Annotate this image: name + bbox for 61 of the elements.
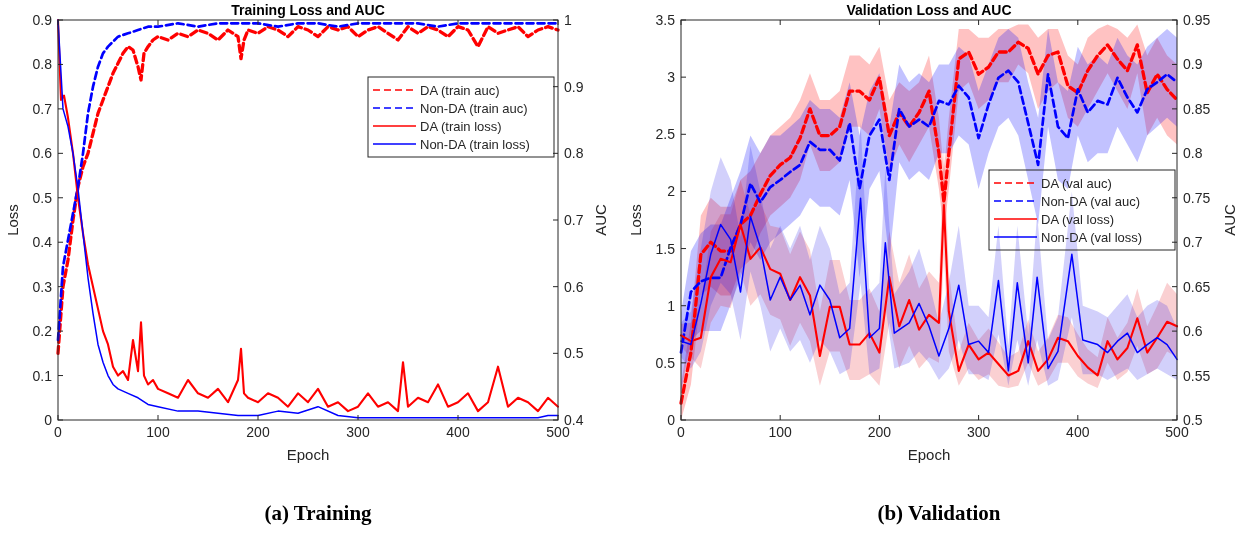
x-tick-label: 300 [346,424,370,440]
legend-label: Non-DA (val auc) [1041,194,1140,209]
y-tick-label: 0.5 [32,189,53,206]
y2-tick-label: 0.8 [564,145,584,162]
y-tick-label: 2 [667,183,676,200]
chart-title: Validation Loss and AUC [846,2,1012,18]
x-axis-title: Epoch [907,446,951,463]
y2-tick-label: 0.8 [1183,145,1203,162]
y2-tick-label: 0.5 [564,345,584,362]
y2-tick-label: 0.95 [1183,12,1211,28]
legend-label: DA (val auc) [1041,176,1112,191]
x-tick-label: 200 [867,424,892,440]
x-tick-label: 100 [768,424,793,440]
y2-tick-label: 0.9 [564,78,584,95]
x-tick-label: 0 [677,424,686,440]
y-tick-label: 0.9 [32,12,53,28]
y-tick-label: 1.5 [655,240,676,257]
y-tick-label: 2.5 [655,126,676,143]
y-tick-label: 0.6 [32,145,53,162]
y-axis-title: Loss [627,204,644,236]
y-tick-label: 0 [44,412,53,428]
x-tick-label: 400 [446,424,470,440]
legend-label: Non-DA (train loss) [420,137,530,152]
x-tick-label: 0 [54,424,63,440]
x-tick-label: 300 [966,424,991,440]
y2-tick-label: 0.75 [1183,189,1211,206]
legend-label: DA (train auc) [420,83,500,98]
y-tick-label: 0.7 [32,100,53,117]
legend-label: Non-DA (train auc) [420,101,528,116]
x-axis-title: Epoch [286,446,330,463]
y2-tick-label: 0.9 [1183,56,1203,73]
y-tick-label: 0 [667,412,676,428]
y2-tick-label: 0.7 [1183,234,1203,251]
chart-title: Training Loss and AUC [231,2,385,18]
y-tick-label: 0.3 [32,278,53,295]
y2-tick-label: 0.55 [1183,367,1211,384]
y2-tick-label: 1 [564,12,572,28]
y-tick-label: 3.5 [655,12,676,28]
y2-axis-title: AUC [1221,204,1238,236]
text: (b) Validation [877,501,1001,525]
x-tick-label: 400 [1066,424,1090,440]
x-tick-label: 200 [246,424,270,440]
y2-tick-label: 0.7 [564,212,584,228]
y-tick-label: 0.1 [32,367,53,384]
y-tick-label: 0.2 [32,323,53,340]
y2-tick-label: 0.6 [564,278,584,295]
y-tick-label: 0.8 [32,56,53,73]
y2-axis-title: AUC [592,204,609,236]
y-tick-label: 3 [667,69,676,86]
x-tick-label: 100 [146,424,170,440]
y2-tick-label: 0.65 [1183,278,1211,295]
y-tick-label: 1 [667,297,676,314]
y2-tick-label: 0.85 [1183,100,1211,117]
y2-tick-label: 0.6 [1183,323,1203,340]
legend-label: Non-DA (val loss) [1041,230,1143,245]
legend-label: DA (train loss) [420,119,502,134]
text: (a) Training [264,501,373,525]
y-tick-label: 0.4 [32,234,53,251]
y-tick-label: 0.5 [655,354,676,371]
legend-label: DA (val loss) [1041,212,1114,227]
y-axis-title: Loss [4,204,21,236]
